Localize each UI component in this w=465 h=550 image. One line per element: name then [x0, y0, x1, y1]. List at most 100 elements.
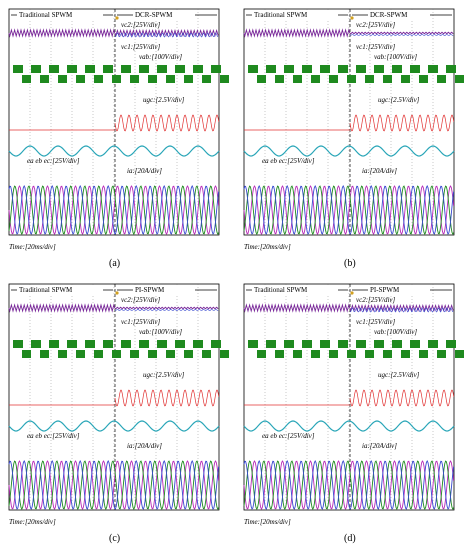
right-method-label: DCR-SPWM: [135, 11, 173, 19]
ia-label: ia:[20A/div]: [362, 167, 397, 175]
pwm-block: [103, 65, 113, 73]
pwm-block: [94, 75, 103, 83]
ia-label: ia:[20A/div]: [362, 442, 397, 450]
pwm-block: [266, 340, 276, 348]
pwm-block: [166, 350, 175, 358]
grid-voltage-trace: [243, 460, 455, 510]
vab-label: vab:[100V/div]: [374, 53, 417, 61]
grid-voltage-trace: [243, 185, 455, 235]
pwm-block: [157, 65, 167, 73]
pwm-block: [392, 65, 402, 73]
ugc-trace: [114, 114, 220, 132]
grid-voltage-trace: [8, 460, 220, 510]
current-trace: [8, 420, 220, 432]
pwm-block: [220, 350, 229, 358]
pwm-block: [383, 350, 392, 358]
pwm-block: [76, 350, 85, 358]
pwm-block: [401, 75, 410, 83]
grid-voltage-trace: [8, 185, 220, 235]
pwm-block: [320, 65, 330, 73]
capacitor-voltage-trace: [243, 28, 351, 38]
current-trace: [243, 145, 455, 157]
pwm-block: [67, 340, 77, 348]
pwm-block: [85, 340, 95, 348]
panel-caption: (b): [344, 258, 356, 269]
pwm-block: [31, 340, 41, 348]
capacitor-voltage-trace: [349, 307, 454, 313]
pwm-block: [347, 350, 356, 358]
vc2-label: vc2:[25V/div]: [121, 21, 161, 29]
pwm-block: [112, 75, 121, 83]
pwm-block: [428, 65, 438, 73]
pwm-block: [148, 350, 157, 358]
trigger-marker: [350, 291, 354, 295]
pwm-block: [320, 340, 330, 348]
pwm-block: [257, 75, 266, 83]
pwm-block: [302, 340, 312, 348]
label-bg: [133, 285, 195, 294]
pwm-block: [175, 65, 185, 73]
grid-voltage-trace: [243, 460, 454, 510]
pwm-block: [293, 75, 302, 83]
pwm-block: [13, 65, 23, 73]
pwm-block: [428, 340, 438, 348]
current-trace: [243, 420, 455, 432]
pwm-block: [392, 340, 402, 348]
scope-panel-d: Traditional SPWM PI-SPWM vc2:[25V/div] vc1:…: [240, 280, 464, 550]
pwm-block: [257, 350, 266, 358]
capacitor-voltage-trace: [349, 31, 454, 35]
ugc-trace: [349, 389, 455, 407]
ugc-label: ugc:[2.5V/div]: [378, 96, 420, 104]
pwm-block: [356, 65, 366, 73]
pwm-block: [419, 75, 428, 83]
pwm-block: [58, 350, 67, 358]
vab-label: vab:[100V/div]: [139, 53, 182, 61]
pwm-block: [347, 75, 356, 83]
pwm-block: [184, 350, 193, 358]
label-bg: [17, 285, 103, 294]
vc1-label: vc1:[25V/div]: [121, 43, 161, 51]
scope-display: Traditional SPWM PI-SPWM vc2:[25V/div] vc1:…: [8, 283, 229, 526]
time-scale-label: Time:[20ms/div]: [9, 518, 56, 526]
pwm-block: [22, 75, 31, 83]
grid-voltage-trace: [243, 185, 455, 235]
pwm-block: [455, 75, 464, 83]
ugc-label: ugc:[2.5V/div]: [143, 371, 185, 379]
vc1-label: vc1:[25V/div]: [121, 318, 161, 326]
pwm-block: [130, 75, 139, 83]
pwm-block: [157, 340, 167, 348]
pwm-block: [311, 350, 320, 358]
panel-caption: (d): [344, 533, 356, 544]
capacitor-voltage-trace: [114, 306, 219, 310]
capacitor-voltage-trace: [114, 32, 219, 38]
pwm-block: [383, 75, 392, 83]
scope-panel-b: Traditional SPWM DCR-SPWM vc2:[25V/div] vc1…: [240, 5, 464, 275]
grid-voltage-label: ea eb ec:[25V/div]: [27, 432, 80, 440]
label-bg: [133, 10, 195, 19]
pwm-block: [302, 65, 312, 73]
pwm-block: [329, 75, 338, 83]
label-bg: [368, 10, 430, 19]
trigger-marker: [115, 291, 119, 295]
pwm-block: [202, 350, 211, 358]
capacitor-voltage-trace: [114, 29, 219, 37]
pwm-block: [76, 75, 85, 83]
scope-display: Traditional SPWM PI-SPWM vc2:[25V/div] vc1:…: [243, 283, 464, 526]
grid-voltage-trace: [8, 185, 220, 235]
vab-label: vab:[100V/div]: [374, 328, 417, 336]
trigger-marker: [350, 16, 354, 20]
pwm-block: [410, 340, 420, 348]
pwm-block: [284, 65, 294, 73]
vc2-label: vc2:[25V/div]: [356, 296, 396, 304]
pwm-block: [40, 350, 49, 358]
grid-voltage-trace: [243, 185, 454, 235]
scope-display: Traditional SPWM DCR-SPWM vc2:[25V/div] vc1…: [243, 8, 464, 251]
pwm-block: [365, 75, 374, 83]
pwm-block: [211, 65, 221, 73]
pwm-block: [365, 350, 374, 358]
pwm-block: [49, 340, 59, 348]
grid-voltage-trace: [8, 460, 220, 510]
scope-panel-a: Traditional SPWM DCR-SPWM vc2:[25V/div] vc1…: [5, 5, 229, 275]
time-scale-label: Time:[20ms/div]: [244, 518, 291, 526]
vc2-label: vc2:[25V/div]: [121, 296, 161, 304]
